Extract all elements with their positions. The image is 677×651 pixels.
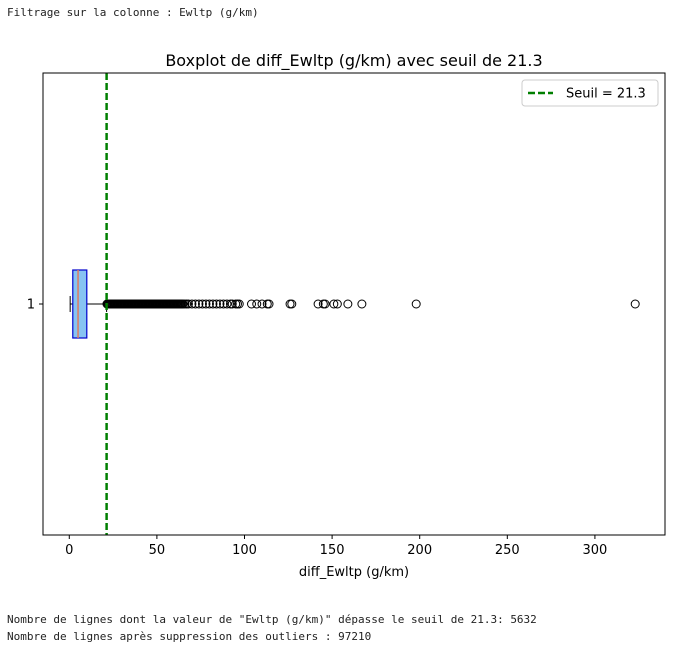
outlier-point [197,299,207,309]
chart-title: Boxplot de diff_Ewltp (g/km) avec seuil … [165,51,542,71]
outlier-point [329,299,339,309]
x-tick-label: 100 [232,543,257,558]
outlier-point [313,299,323,309]
outlier-point [187,299,197,309]
outlier-point [318,299,328,309]
outlier-point [227,299,237,309]
outlier-point [218,299,228,309]
outlier-point [264,299,274,309]
x-tick-label: 300 [583,543,608,558]
filter-caption: Filtrage sur la colonne : Ewltp (g/km) [7,6,259,19]
x-tick-label: 0 [65,543,73,558]
outlier-point [201,299,211,309]
x-tick-label: 150 [320,543,345,558]
outlier-point [234,299,244,309]
stats-block: Nombre de lignes dont la valeur de "Ewlt… [7,611,537,645]
outlier-point [247,299,257,309]
legend-threshold-label: Seuil = 21.3 [566,87,646,102]
outlier-point [630,299,640,309]
outlier-point [285,299,295,309]
outlier-point [262,299,272,309]
outlier-point [287,299,297,309]
x-tick-label: 200 [407,543,432,558]
outlier-point [183,299,193,309]
boxplot-chart: Boxplot de diff_Ewltp (g/km) avec seuil … [27,51,666,580]
x-tick-label: 250 [495,543,520,558]
outlier-point [343,299,353,309]
outlier-point [332,299,342,309]
outlier-point [357,299,367,309]
outlier-point [411,299,421,309]
outlier-point [257,299,267,309]
x-axis-label: diff_Ewltp (g/km) [299,565,409,580]
x-tick-label: 50 [149,543,166,558]
iqr-box [72,269,88,339]
outlier-point [208,299,218,309]
box-group [69,269,108,339]
outlier-point [222,299,232,309]
outlier-point [190,299,200,309]
outlier-point [211,299,221,309]
outlier-point [215,299,225,309]
x-axis: 0 50 100 150 200 250 300 [65,535,607,558]
outliers-group [102,299,640,309]
legend-box [521,79,659,107]
y-tick-label: 1 [27,298,35,313]
y-axis: 1 [27,298,43,313]
outlier-point [252,299,262,309]
exceed-count-text: Nombre de lignes dont la valeur de "Ewlt… [7,613,537,626]
legend: Seuil = 21.3 [521,79,659,107]
outlier-point [194,299,204,309]
outlier-point [320,299,330,309]
outlier-point [204,299,214,309]
remaining-count-text: Nombre de lignes après suppression des o… [7,630,372,643]
